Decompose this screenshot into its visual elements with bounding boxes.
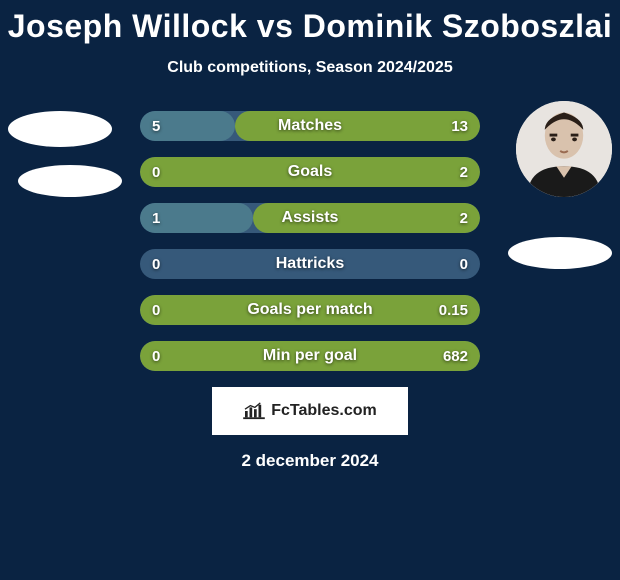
stat-value-right: 0 <box>460 249 468 279</box>
player-right-photo <box>516 101 612 197</box>
stat-row: 0Goals per match0.15 <box>140 295 480 325</box>
stat-row: 1Assists2 <box>140 203 480 233</box>
stat-bars: 5Matches13 0Goals2 1Assists2 0Hattricks0 0Go… <box>140 111 480 371</box>
player-right-placeholder <box>508 237 612 269</box>
stat-value-left: 0 <box>152 249 160 279</box>
stat-row: 0Min per goal682 <box>140 341 480 371</box>
bar-fill-right <box>140 341 480 371</box>
stat-label: Hattricks <box>140 249 480 279</box>
page-title: Joseph Willock vs Dominik Szoboszlai <box>0 0 620 45</box>
player-left-placeholder-2 <box>18 165 122 197</box>
player-left-placeholder-1 <box>8 111 112 147</box>
stat-row: 0Hattricks0 <box>140 249 480 279</box>
chart-icon <box>243 402 265 420</box>
stat-row: 5Matches13 <box>140 111 480 141</box>
brand-badge: FcTables.com <box>212 387 408 435</box>
comparison-infographic: Joseph Willock vs Dominik Szoboszlai Clu… <box>0 0 620 580</box>
date-line: 2 december 2024 <box>0 451 620 471</box>
avatar-icon <box>516 101 612 197</box>
bar-fill-left <box>140 203 253 233</box>
chart-area: 5Matches13 0Goals2 1Assists2 0Hattricks0 0Go… <box>0 111 620 371</box>
bar-fill-left <box>140 111 235 141</box>
subtitle: Club competitions, Season 2024/2025 <box>0 59 620 77</box>
bar-fill-right <box>253 203 480 233</box>
bar-fill-right <box>140 157 480 187</box>
bar-fill-right <box>235 111 480 141</box>
stat-row: 0Goals2 <box>140 157 480 187</box>
brand-text: FcTables.com <box>271 402 377 420</box>
bar-fill-right <box>140 295 480 325</box>
